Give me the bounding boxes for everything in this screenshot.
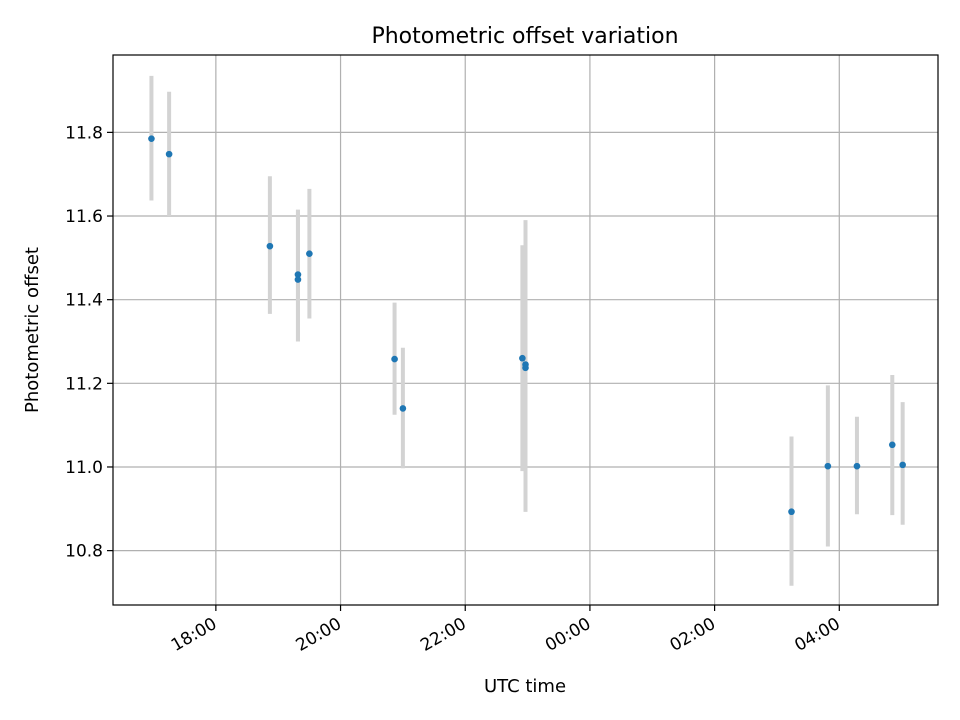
- x-tick-label: 22:00: [417, 614, 469, 656]
- x-tick-label: 18:00: [168, 614, 220, 656]
- y-tick-label: 11.2: [65, 374, 103, 394]
- data-point: [522, 364, 529, 372]
- data-point: [899, 461, 906, 469]
- data-points: [148, 135, 906, 516]
- data-point: [391, 355, 398, 363]
- data-point: [148, 135, 155, 142]
- data-point: [788, 508, 795, 516]
- y-tick-label: 11.6: [65, 207, 103, 227]
- data-point: [165, 150, 173, 158]
- x-axis-label: UTC time: [484, 676, 566, 697]
- data-point: [519, 354, 526, 362]
- y-axis-label: Photometric offset: [22, 247, 43, 413]
- x-tick-label: 02:00: [667, 614, 719, 656]
- data-point: [888, 441, 896, 449]
- x-tick-label: 04:00: [791, 614, 843, 656]
- data-point: [306, 250, 313, 257]
- y-tick-label: 11.0: [65, 458, 103, 478]
- data-point: [399, 405, 407, 412]
- x-tick-label: 20:00: [293, 614, 345, 656]
- data-point: [266, 242, 274, 250]
- plot-frame: [112, 54, 939, 606]
- x-tick-label: 00:00: [542, 614, 594, 656]
- data-point: [824, 462, 832, 470]
- data-point: [294, 276, 302, 283]
- data-point: [853, 462, 861, 470]
- y-tick-label: 11.4: [65, 291, 103, 311]
- y-tick-label: 10.8: [65, 542, 103, 562]
- data-point: [294, 271, 302, 278]
- y-tick-label: 11.8: [65, 123, 103, 143]
- x-axis-ticks: 18:00 20:00 22:00 00:00 02:00 04:00: [168, 605, 844, 656]
- chart-title: Photometric offset variation: [371, 24, 678, 49]
- y-axis-ticks: 10.8 11.0 11.2 11.4 11.6 11.8: [65, 123, 113, 562]
